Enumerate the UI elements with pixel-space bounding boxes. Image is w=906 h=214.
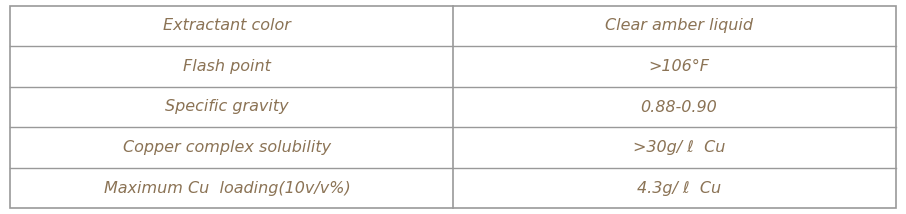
Text: Specific gravity: Specific gravity — [166, 100, 289, 114]
Text: Copper complex solubility: Copper complex solubility — [123, 140, 332, 155]
Text: 0.88-0.90: 0.88-0.90 — [641, 100, 718, 114]
Text: Maximum Cu  loading(10v/v%): Maximum Cu loading(10v/v%) — [104, 181, 351, 196]
Text: >106°F: >106°F — [649, 59, 709, 74]
Text: Extractant color: Extractant color — [163, 18, 291, 33]
Text: Flash point: Flash point — [183, 59, 271, 74]
Text: Clear amber liquid: Clear amber liquid — [605, 18, 753, 33]
Text: 4.3g/ ℓ  Cu: 4.3g/ ℓ Cu — [637, 181, 721, 196]
Text: >30g/ ℓ  Cu: >30g/ ℓ Cu — [632, 140, 725, 155]
